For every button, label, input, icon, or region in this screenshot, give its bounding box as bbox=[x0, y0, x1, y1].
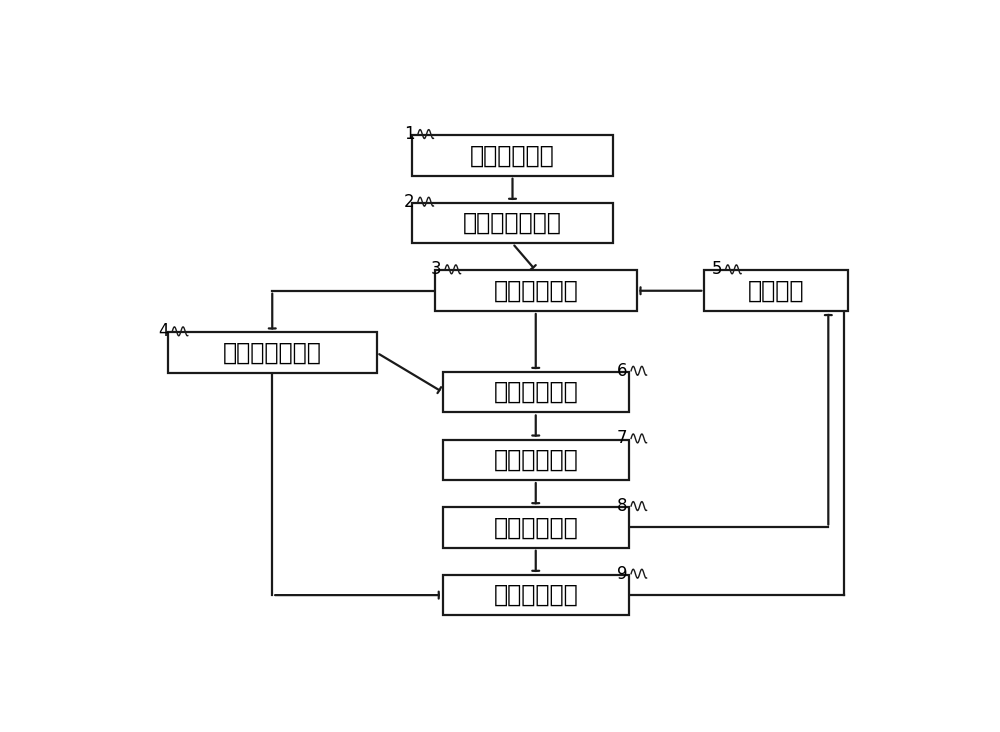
Bar bbox=[443, 507, 629, 548]
Text: 1: 1 bbox=[404, 125, 415, 143]
Text: 预启动检测单元: 预启动检测单元 bbox=[223, 341, 322, 365]
Bar bbox=[704, 270, 848, 311]
Text: 电压输入设备: 电压输入设备 bbox=[470, 143, 555, 168]
Text: 4: 4 bbox=[158, 322, 169, 340]
Bar bbox=[435, 270, 637, 311]
Text: 电力管理系统: 电力管理系统 bbox=[493, 279, 578, 303]
Text: 9: 9 bbox=[617, 564, 628, 583]
Text: 3: 3 bbox=[431, 261, 442, 278]
Text: 7: 7 bbox=[617, 430, 628, 447]
Bar bbox=[412, 203, 613, 244]
Text: 数据存储单元: 数据存储单元 bbox=[493, 583, 578, 607]
Text: 控制单元: 控制单元 bbox=[748, 279, 804, 303]
Text: 故障检测单元: 故障检测单元 bbox=[493, 380, 578, 404]
Bar bbox=[443, 372, 629, 413]
Text: 2: 2 bbox=[404, 193, 415, 211]
Text: 故障分析单元: 故障分析单元 bbox=[493, 448, 578, 472]
Bar bbox=[168, 332, 377, 373]
Text: 6: 6 bbox=[617, 362, 628, 380]
Text: 5: 5 bbox=[712, 261, 722, 278]
Bar bbox=[443, 439, 629, 480]
Text: 故障反馈单元: 故障反馈单元 bbox=[493, 515, 578, 539]
Text: 电力电子变压器: 电力电子变压器 bbox=[463, 211, 562, 235]
Bar bbox=[412, 135, 613, 176]
Text: 8: 8 bbox=[617, 497, 628, 515]
Bar bbox=[443, 575, 629, 616]
